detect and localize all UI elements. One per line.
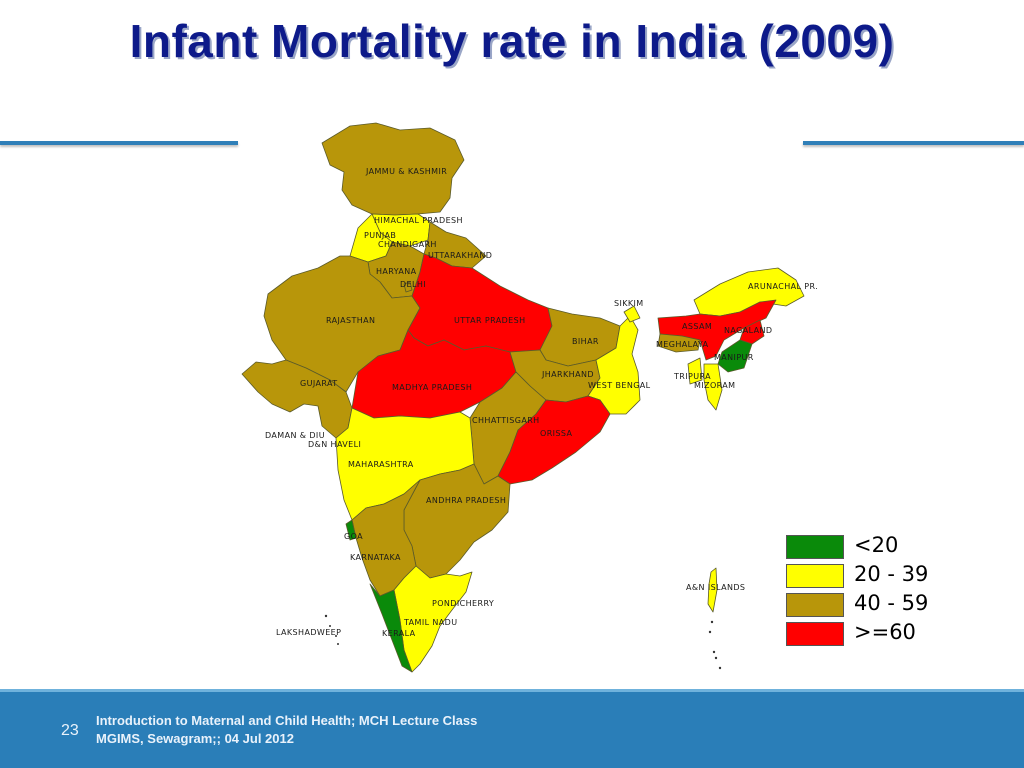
region-andhra-pradesh (403, 463, 511, 579)
label-rajasthan: RAJASTHAN (326, 316, 375, 325)
label-karnataka: KARNATAKA (350, 553, 401, 562)
label-himachal-pradesh: HIMACHAL PRADESH (374, 216, 463, 225)
label-orissa: ORISSA (540, 429, 573, 438)
region-goa (345, 519, 357, 541)
legend-swatch (786, 535, 844, 559)
label-bihar: BIHAR (572, 337, 599, 346)
label-uttar-pradesh: UTTAR PRADESH (454, 316, 525, 325)
label-delhi: DELHI (400, 280, 426, 289)
label-manipur: MANIPUR (714, 353, 754, 362)
region-sikkim (623, 305, 641, 323)
label-meghalaya: MEGHALAYA (656, 340, 709, 349)
region-nagaland (739, 319, 765, 345)
region-orissa (497, 395, 611, 485)
region-karnataka (351, 479, 421, 597)
label-chhattisgarh: CHHATTISGARH (472, 416, 540, 425)
label-jammu-kashmir: JAMMU & KASHMIR (365, 167, 447, 176)
label-maharashtra: MAHARASHTRA (348, 460, 414, 469)
region-meghalaya (657, 333, 701, 353)
label-arunachal-pradesh: ARUNACHAL PR. (748, 282, 818, 291)
slide-title: Infant Mortality rate in India (2009) (129, 15, 895, 67)
legend-label: <20 (854, 533, 899, 557)
legend-label: 20 - 39 (854, 562, 929, 586)
label-goa: GOA (344, 532, 363, 541)
title-divider-left (0, 141, 238, 145)
legend-label: 40 - 59 (854, 591, 929, 615)
legend-item: <20 (786, 533, 986, 559)
legend-label: >=60 (854, 620, 916, 644)
label-madhya-pradesh: MADHYA PRADESH (392, 383, 472, 392)
island-dots (324, 614, 722, 670)
footer-line-2: MGIMS, Sewagram;; 04 Jul 2012 (96, 731, 294, 746)
label-punjab: PUNJAB (364, 231, 396, 240)
region-tripura (687, 357, 703, 385)
label-andhra-pradesh: ANDHRA PRADESH (426, 496, 506, 505)
label-lakshadweep: LAKSHADWEEP (276, 628, 341, 637)
region-andaman-nicobar-islands (707, 567, 718, 613)
legend-swatch (786, 622, 844, 646)
region-uttar-pradesh (407, 253, 553, 353)
label-mizoram: MIZORAM (694, 381, 735, 390)
page-number: 23 (61, 722, 79, 739)
label-andaman-nicobar: A&N ISLANDS (686, 583, 745, 592)
region-kerala (369, 583, 413, 673)
label-tripura: TRIPURA (673, 372, 711, 381)
title-divider-right (803, 141, 1024, 145)
footer-divider (0, 689, 1024, 692)
label-pondicherry: PONDICHERRY (432, 599, 494, 608)
label-west-bengal: WEST BENGAL (588, 381, 651, 390)
label-nagaland: NAGALAND (724, 326, 772, 335)
legend-item: >=60 (786, 620, 986, 646)
footer-line-1: Introduction to Maternal and Child Healt… (96, 713, 478, 728)
label-haryana: HARYANA (376, 267, 417, 276)
label-tamil-nadu: TAMIL NADU (403, 618, 457, 627)
label-gujarat: GUJARAT (300, 379, 338, 388)
slide-footer: 23 Introduction to Maternal and Child He… (0, 689, 1024, 768)
region-mizoram (703, 363, 723, 411)
label-daman-diu: DAMAN & DIU (265, 431, 325, 440)
label-jharkhand: JHARKHAND (541, 370, 594, 379)
label-chandigarh: CHANDIGARH (378, 240, 437, 249)
india-imr-map: JAMMU & KASHMIR HIMACHAL PRADESH PUNJAB … (241, 122, 818, 673)
footer-caption: Introduction to Maternal and Child Healt… (96, 712, 477, 748)
label-assam: ASSAM (682, 322, 712, 331)
label-kerala: KERALA (382, 629, 416, 638)
label-sikkim: SIKKIM (614, 299, 644, 308)
label-uttarakhand: UTTARAKHAND (428, 251, 492, 260)
legend-swatch (786, 564, 844, 588)
legend-item: 20 - 39 (786, 562, 986, 588)
legend-item: 40 - 59 (786, 591, 986, 617)
label-dn-haveli: D&N HAVELI (308, 440, 361, 449)
region-jammu-kashmir (321, 122, 465, 216)
region-delhi (403, 281, 413, 293)
legend-swatch (786, 593, 844, 617)
